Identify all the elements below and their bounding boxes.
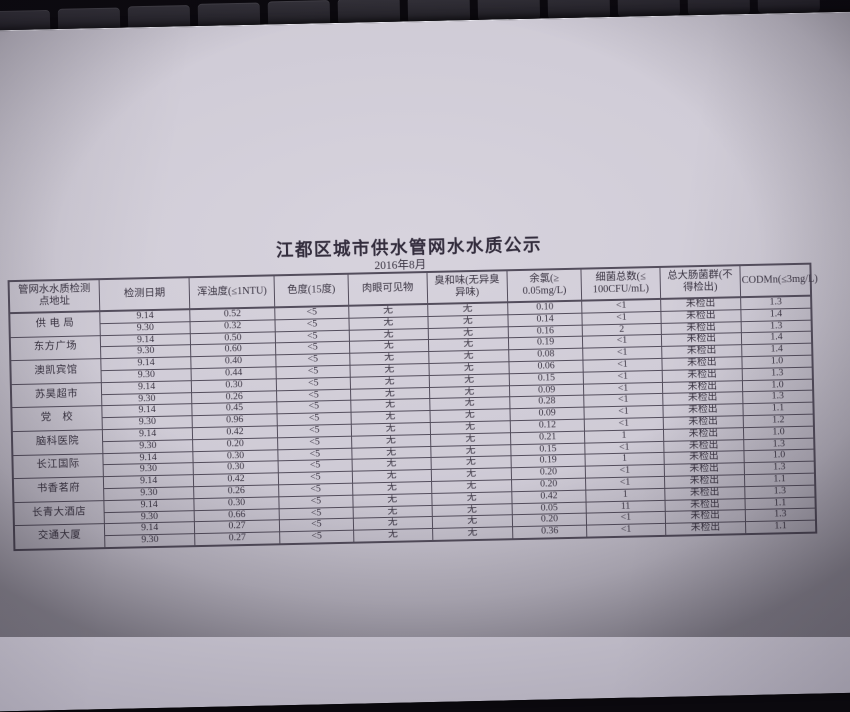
column-header: 肉眼可见物 (348, 272, 428, 306)
location-cell: 长江国际 (12, 453, 104, 479)
column-header: 检测日期 (98, 277, 191, 312)
value-cell: <5 (279, 530, 355, 545)
value-cell: 1.1 (745, 520, 817, 535)
value-cell: 0.36 (512, 525, 588, 540)
value-cell: 无 (353, 528, 433, 543)
column-header: 余氯(≥ 0.05mg/L) (506, 268, 582, 303)
location-cell: 交通大厦 (13, 523, 105, 551)
value-cell: <1 (586, 523, 666, 538)
column-header: CODMn(≤3mg/L) (739, 263, 818, 298)
value-cell: 0.27 (195, 531, 280, 547)
location-cell: 澳凯宾馆 (10, 358, 102, 385)
location-cell: 党 校 (11, 406, 103, 432)
paper-sheet: 江都区城市供水管网水水质公示 2016年8月 管网水水质检测 点地址 检测日期 浑浊… (0, 11, 850, 712)
column-header: 总大肠菌群(不 得检出) (659, 265, 741, 299)
column-header: 臭和味(无异臭 异味) (426, 270, 508, 305)
keyboard-key (757, 0, 820, 14)
column-header: 浑浊度(≤1NTU) (189, 275, 275, 310)
water-quality-table: 管网水水质检测 点地址 检测日期 浑浊度(≤1NTU) 色度(15度) 肉眼可见物 臭和味… (7, 262, 818, 552)
location-cell: 脑科医院 (11, 429, 103, 456)
value-cell: 未检出 (665, 521, 746, 536)
location-cell: 东方广场 (9, 335, 101, 361)
column-header: 管网水水质检测 点地址 (8, 279, 100, 314)
location-cell: 供 电 局 (9, 311, 101, 338)
column-header: 细菌总数(≤ 100CFU/mL) (581, 266, 661, 301)
location-cell: 苏昊超市 (10, 382, 102, 408)
location-cell: 长青大酒店 (13, 500, 105, 526)
location-cell: 书香茗府 (12, 476, 104, 503)
date-cell: 9.30 (104, 533, 196, 549)
column-header: 色度(15度) (273, 273, 349, 308)
keyboard-key (617, 0, 681, 18)
document-content: 江都区城市供水管网水水质公示 2016年8月 管网水水质检测 点地址 检测日期 浑浊… (0, 13, 850, 711)
value-cell: 无 (432, 526, 513, 541)
